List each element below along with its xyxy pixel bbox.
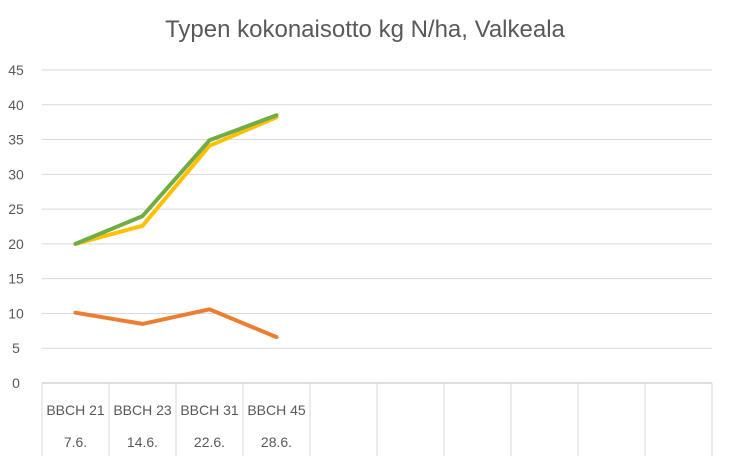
x-tick-stage-label: BBCH 45 bbox=[247, 402, 306, 418]
x-tick-stage-label: BBCH 31 bbox=[180, 402, 239, 418]
y-tick-label: 20 bbox=[8, 236, 24, 252]
y-tick-label: 15 bbox=[8, 271, 24, 287]
x-tick-date-label: 28.6. bbox=[261, 434, 292, 450]
chart-title: Typen kokonaisotto kg N/ha, Valkeala bbox=[165, 16, 565, 43]
series-lines bbox=[73, 113, 279, 340]
y-tick-label: 40 bbox=[8, 97, 24, 113]
gridlines bbox=[42, 69, 712, 384]
series-line-1 bbox=[73, 307, 279, 340]
y-axis-ticks: 0 5 10 15 20 25 30 35 40 45 bbox=[8, 62, 24, 391]
x-tick-stage-label: BBCH 21 bbox=[46, 402, 105, 418]
y-tick-label: 25 bbox=[8, 201, 24, 217]
x-tick-stage-label: BBCH 23 bbox=[113, 402, 172, 418]
y-tick-label: 10 bbox=[8, 305, 24, 321]
series-line-3 bbox=[73, 113, 279, 246]
series-line-2 bbox=[73, 115, 279, 246]
y-tick-label: 45 bbox=[8, 62, 24, 78]
x-tick-date-label: 14.6. bbox=[127, 434, 158, 450]
x-tick-date-label: 7.6. bbox=[64, 434, 87, 450]
y-tick-label: 30 bbox=[8, 166, 24, 182]
x-tick-date-label: 22.6. bbox=[194, 434, 225, 450]
x-axis: BBCH 21 7.6. BBCH 23 14.6. BBCH 31 22.6. BBCH … bbox=[41, 383, 713, 456]
y-tick-label: 0 bbox=[12, 375, 20, 391]
y-tick-label: 5 bbox=[12, 340, 20, 356]
y-tick-label: 35 bbox=[8, 132, 24, 148]
